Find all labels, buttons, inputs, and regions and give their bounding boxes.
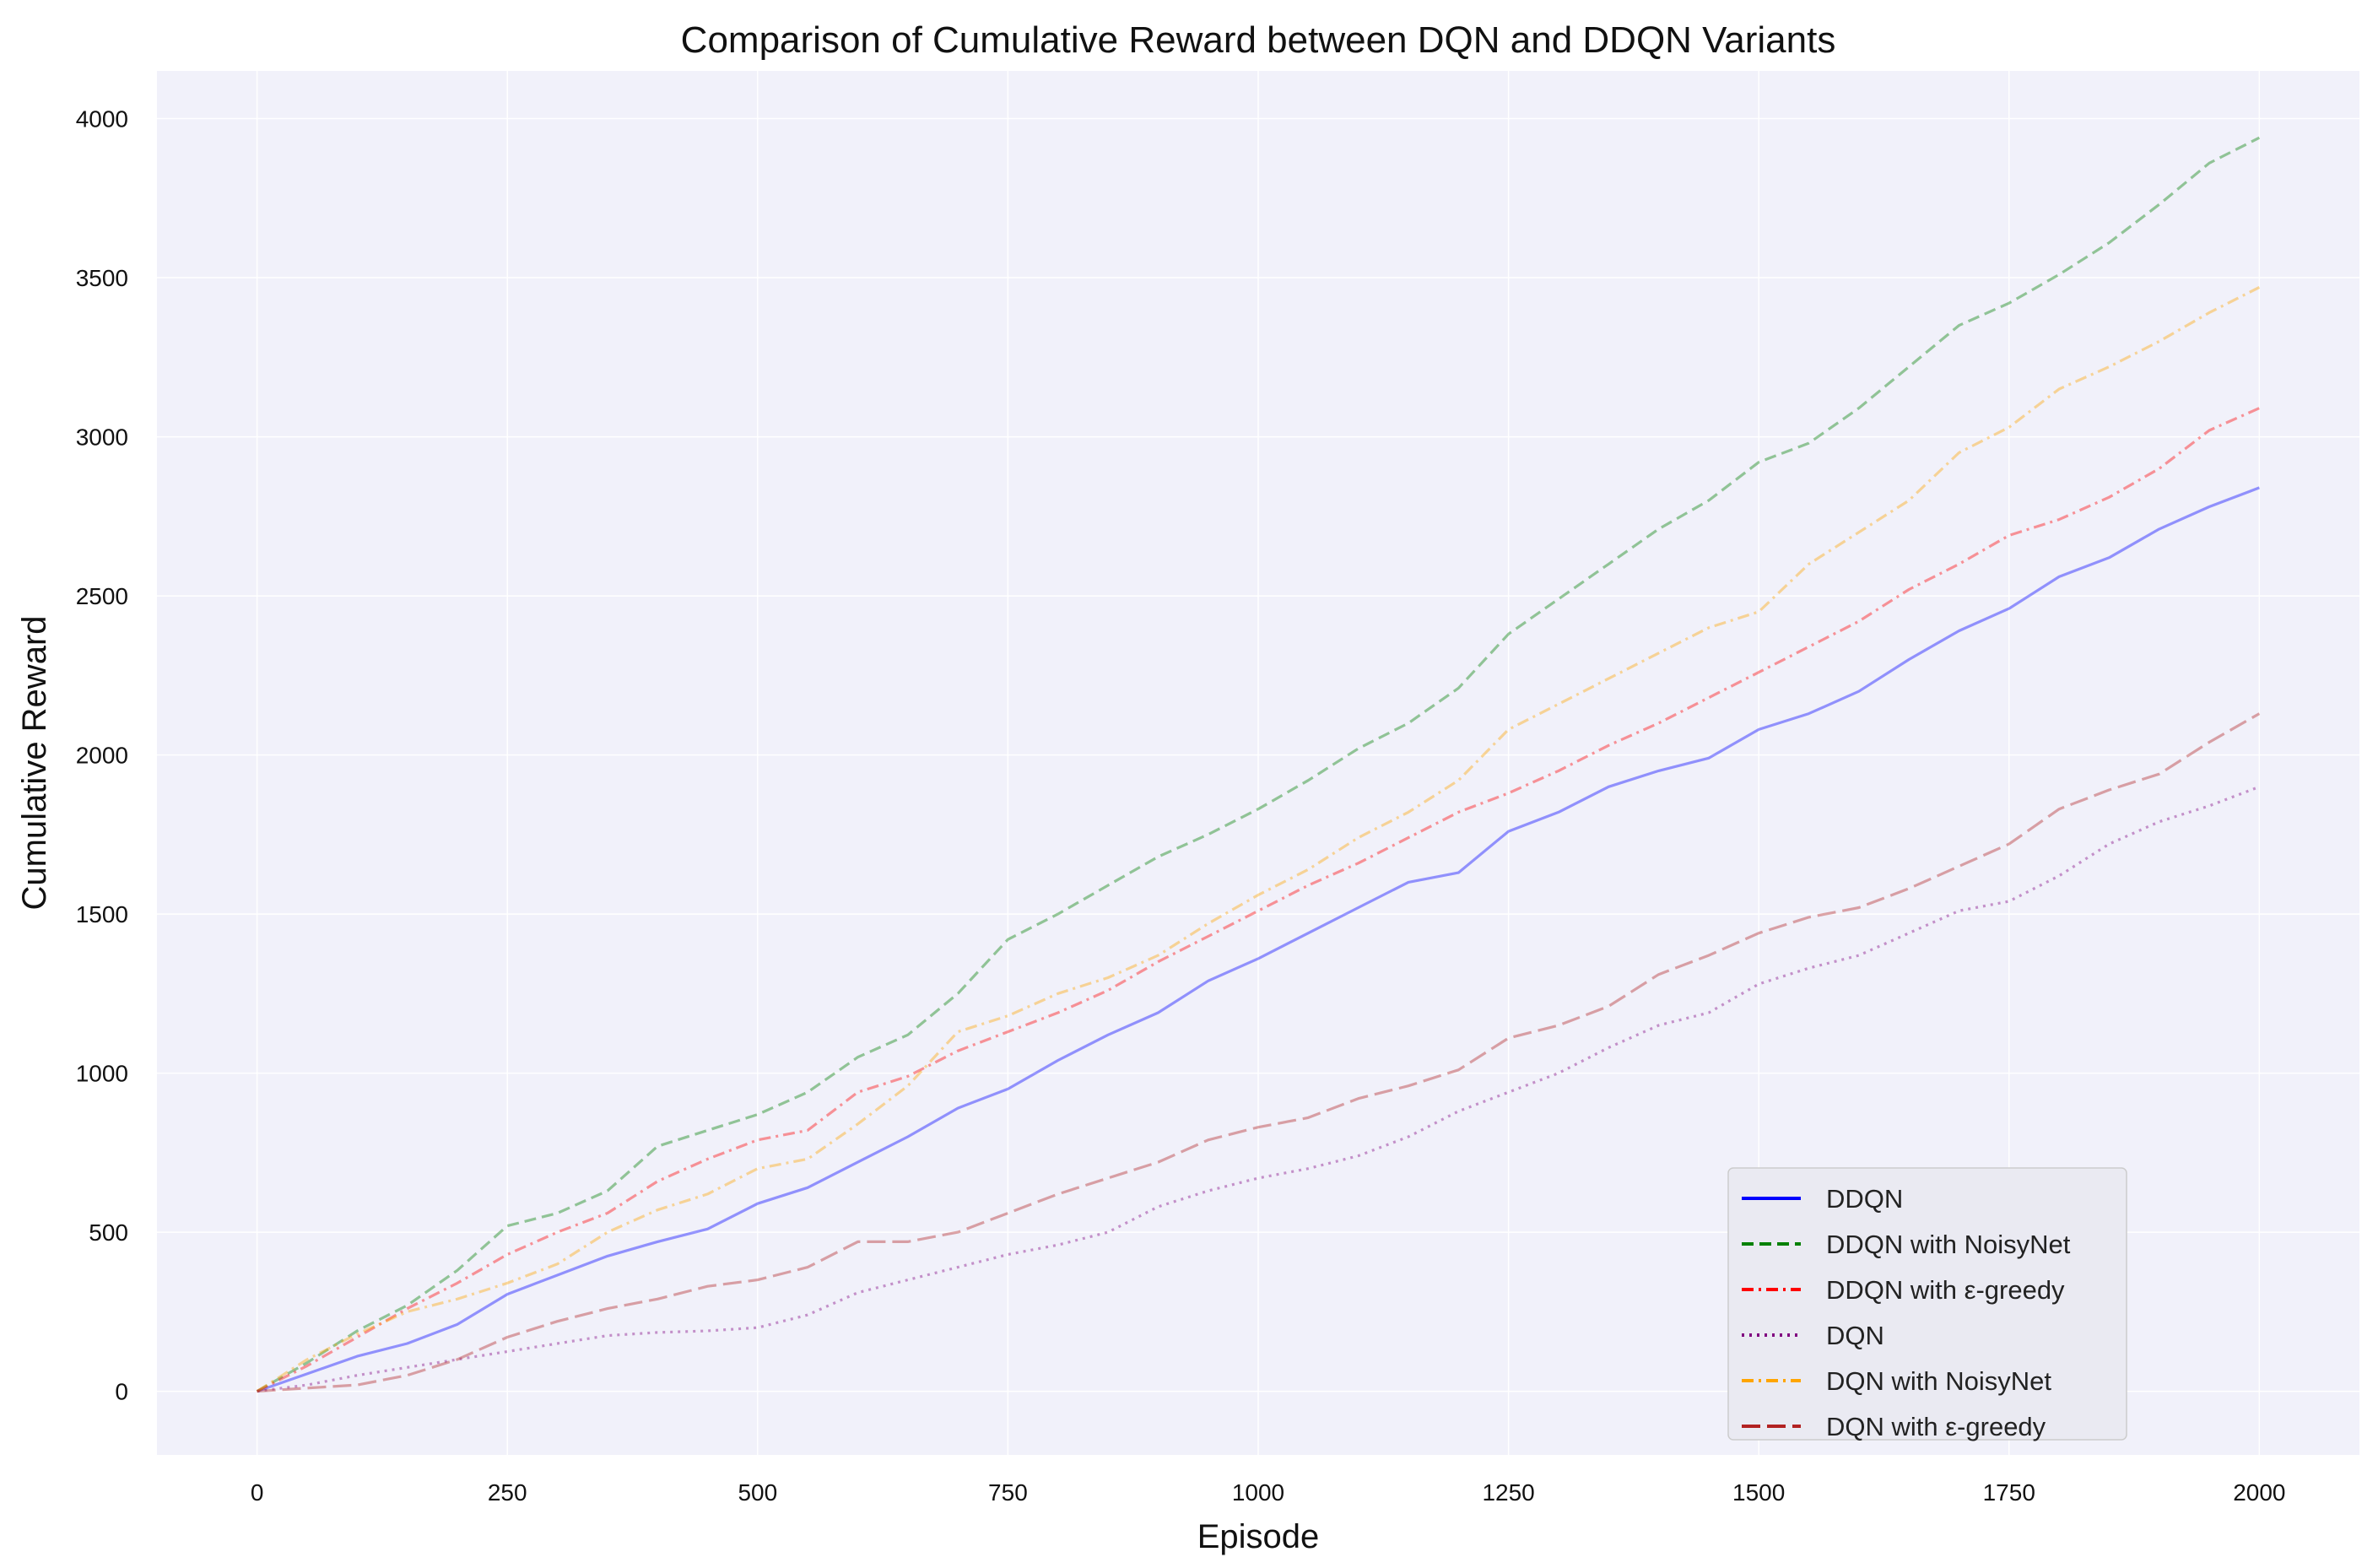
legend-label-5: DQN with ε-greedy [1826, 1412, 2046, 1441]
x-tick-label: 1500 [1732, 1479, 1785, 1506]
x-tick-label: 1000 [1232, 1479, 1284, 1506]
x-tick-label: 1750 [1983, 1479, 2035, 1506]
x-tick-label: 0 [251, 1479, 264, 1506]
y-tick-label: 4000 [76, 106, 128, 132]
legend-label-1: DDQN with NoisyNet [1826, 1230, 2071, 1259]
series-lines [256, 136, 2261, 1393]
series-line-2 [256, 407, 2261, 1393]
y-tick-label: 2500 [76, 583, 128, 609]
x-tick-label: 1250 [1482, 1479, 1534, 1506]
series-line-4 [256, 285, 2261, 1392]
series-line-5 [257, 712, 2261, 1393]
y-tick-label: 1500 [76, 901, 128, 927]
x-tick-label: 250 [488, 1479, 527, 1506]
chart-title: Comparison of Cumulative Reward between … [681, 19, 1836, 61]
y-tick-label: 1000 [76, 1061, 128, 1087]
x-tick-label: 2000 [2233, 1479, 2285, 1506]
y-tick-label: 3500 [76, 265, 128, 291]
x-axis-title: Episode [1197, 1518, 1320, 1555]
x-tick-label: 750 [988, 1479, 1028, 1506]
legend-box [1727, 1167, 2127, 1441]
y-tick-label: 500 [89, 1219, 128, 1246]
legend-label-2: DDQN with ε-greedy [1826, 1275, 2065, 1305]
x-tick-label: 500 [738, 1479, 777, 1506]
legend-label-0: DDQN [1826, 1184, 1903, 1214]
series-line-1 [256, 136, 2261, 1392]
series-line-0 [257, 486, 2260, 1393]
legend-label-4: DQN with NoisyNet [1826, 1366, 2051, 1396]
y-axis-title: Cumulative Reward [16, 615, 53, 910]
tick-labels: 0 500 1000 1500 2000 2500 3000 3500 4000 0 250 500 7… [76, 106, 2286, 1506]
legend-label-3: DQN [1826, 1321, 1884, 1350]
legend: DDQN DDQN with NoisyNet DDQN with ε-greedy… [1727, 1167, 2127, 1441]
y-tick-label: 0 [115, 1379, 128, 1405]
y-tick-label: 3000 [76, 424, 128, 451]
y-tick-label: 2000 [76, 743, 128, 769]
